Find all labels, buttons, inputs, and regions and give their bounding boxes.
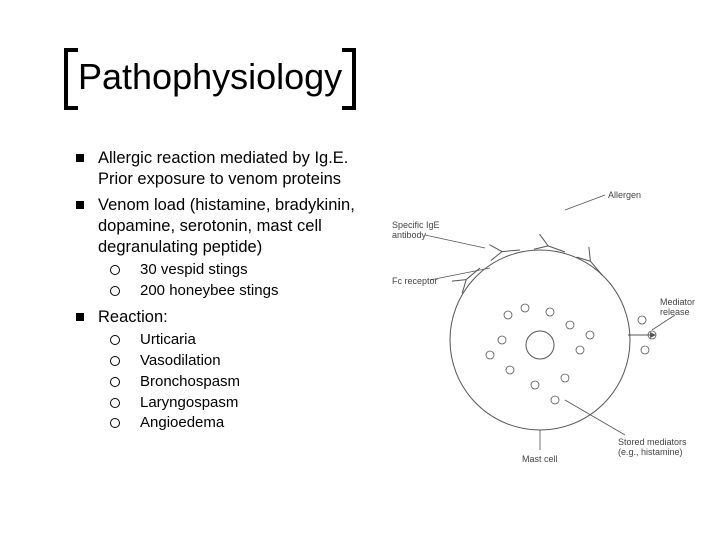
sub-list: 30 vespid stings 200 honeybee stings [98, 261, 380, 301]
bullet-text: Reaction: [98, 308, 168, 326]
svg-text:Allergen: Allergen [608, 190, 641, 200]
slide-title: Pathophysiology [70, 50, 350, 108]
bullet-text: Allergic reaction mediated by Ig.E. Prio… [98, 149, 348, 188]
svg-text:Mast cell: Mast cell [522, 454, 558, 464]
svg-text:Fc receptor: Fc receptor [392, 276, 438, 286]
sub-bullet-text: Laryngospasm [140, 394, 238, 411]
bracket-left-icon [64, 48, 78, 110]
sub-bullet-text: Angioedema [140, 414, 224, 431]
list-item: Bronchospasm [98, 373, 380, 392]
sub-bullet-text: Vasodilation [140, 352, 221, 369]
list-item: Vasodilation [98, 352, 380, 371]
svg-text:antibody: antibody [392, 230, 427, 240]
svg-text:Mediator: Mediator [660, 297, 695, 307]
sub-bullet-text: 30 vespid stings [140, 261, 248, 278]
mast-cell-diagram: Allergen Specific IgEantibody Fc receptor M… [390, 150, 710, 470]
bullet-list: Allergic reaction mediated by Ig.E. Prio… [70, 148, 380, 433]
text-column: Allergic reaction mediated by Ig.E. Prio… [70, 148, 380, 439]
svg-text:release: release [660, 307, 690, 317]
list-item: Reaction: Urticaria Vasodilation Broncho… [70, 307, 380, 433]
svg-text:(e.g., histamine): (e.g., histamine) [618, 447, 683, 457]
list-item: Urticaria [98, 331, 380, 350]
sub-list: Urticaria Vasodilation Bronchospasm Lary… [98, 331, 380, 433]
list-item: Venom load (histamine, bradykinin, dopam… [70, 195, 380, 300]
list-item: Angioedema [98, 414, 380, 433]
list-item: Laryngospasm [98, 394, 380, 413]
svg-text:Stored mediators: Stored mediators [618, 437, 687, 447]
slide: Pathophysiology Allergic reaction mediat… [0, 0, 720, 540]
sub-bullet-text: Urticaria [140, 331, 196, 348]
svg-text:Specific IgE: Specific IgE [392, 220, 440, 230]
title-container: Pathophysiology [70, 50, 350, 108]
bullet-text: Venom load (histamine, bradykinin, dopam… [98, 196, 355, 255]
bracket-right-icon [342, 48, 356, 110]
list-item: Allergic reaction mediated by Ig.E. Prio… [70, 148, 380, 189]
list-item: 200 honeybee stings [98, 282, 380, 301]
sub-bullet-text: 200 honeybee stings [140, 282, 278, 299]
list-item: 30 vespid stings [98, 261, 380, 280]
sub-bullet-text: Bronchospasm [140, 373, 240, 390]
